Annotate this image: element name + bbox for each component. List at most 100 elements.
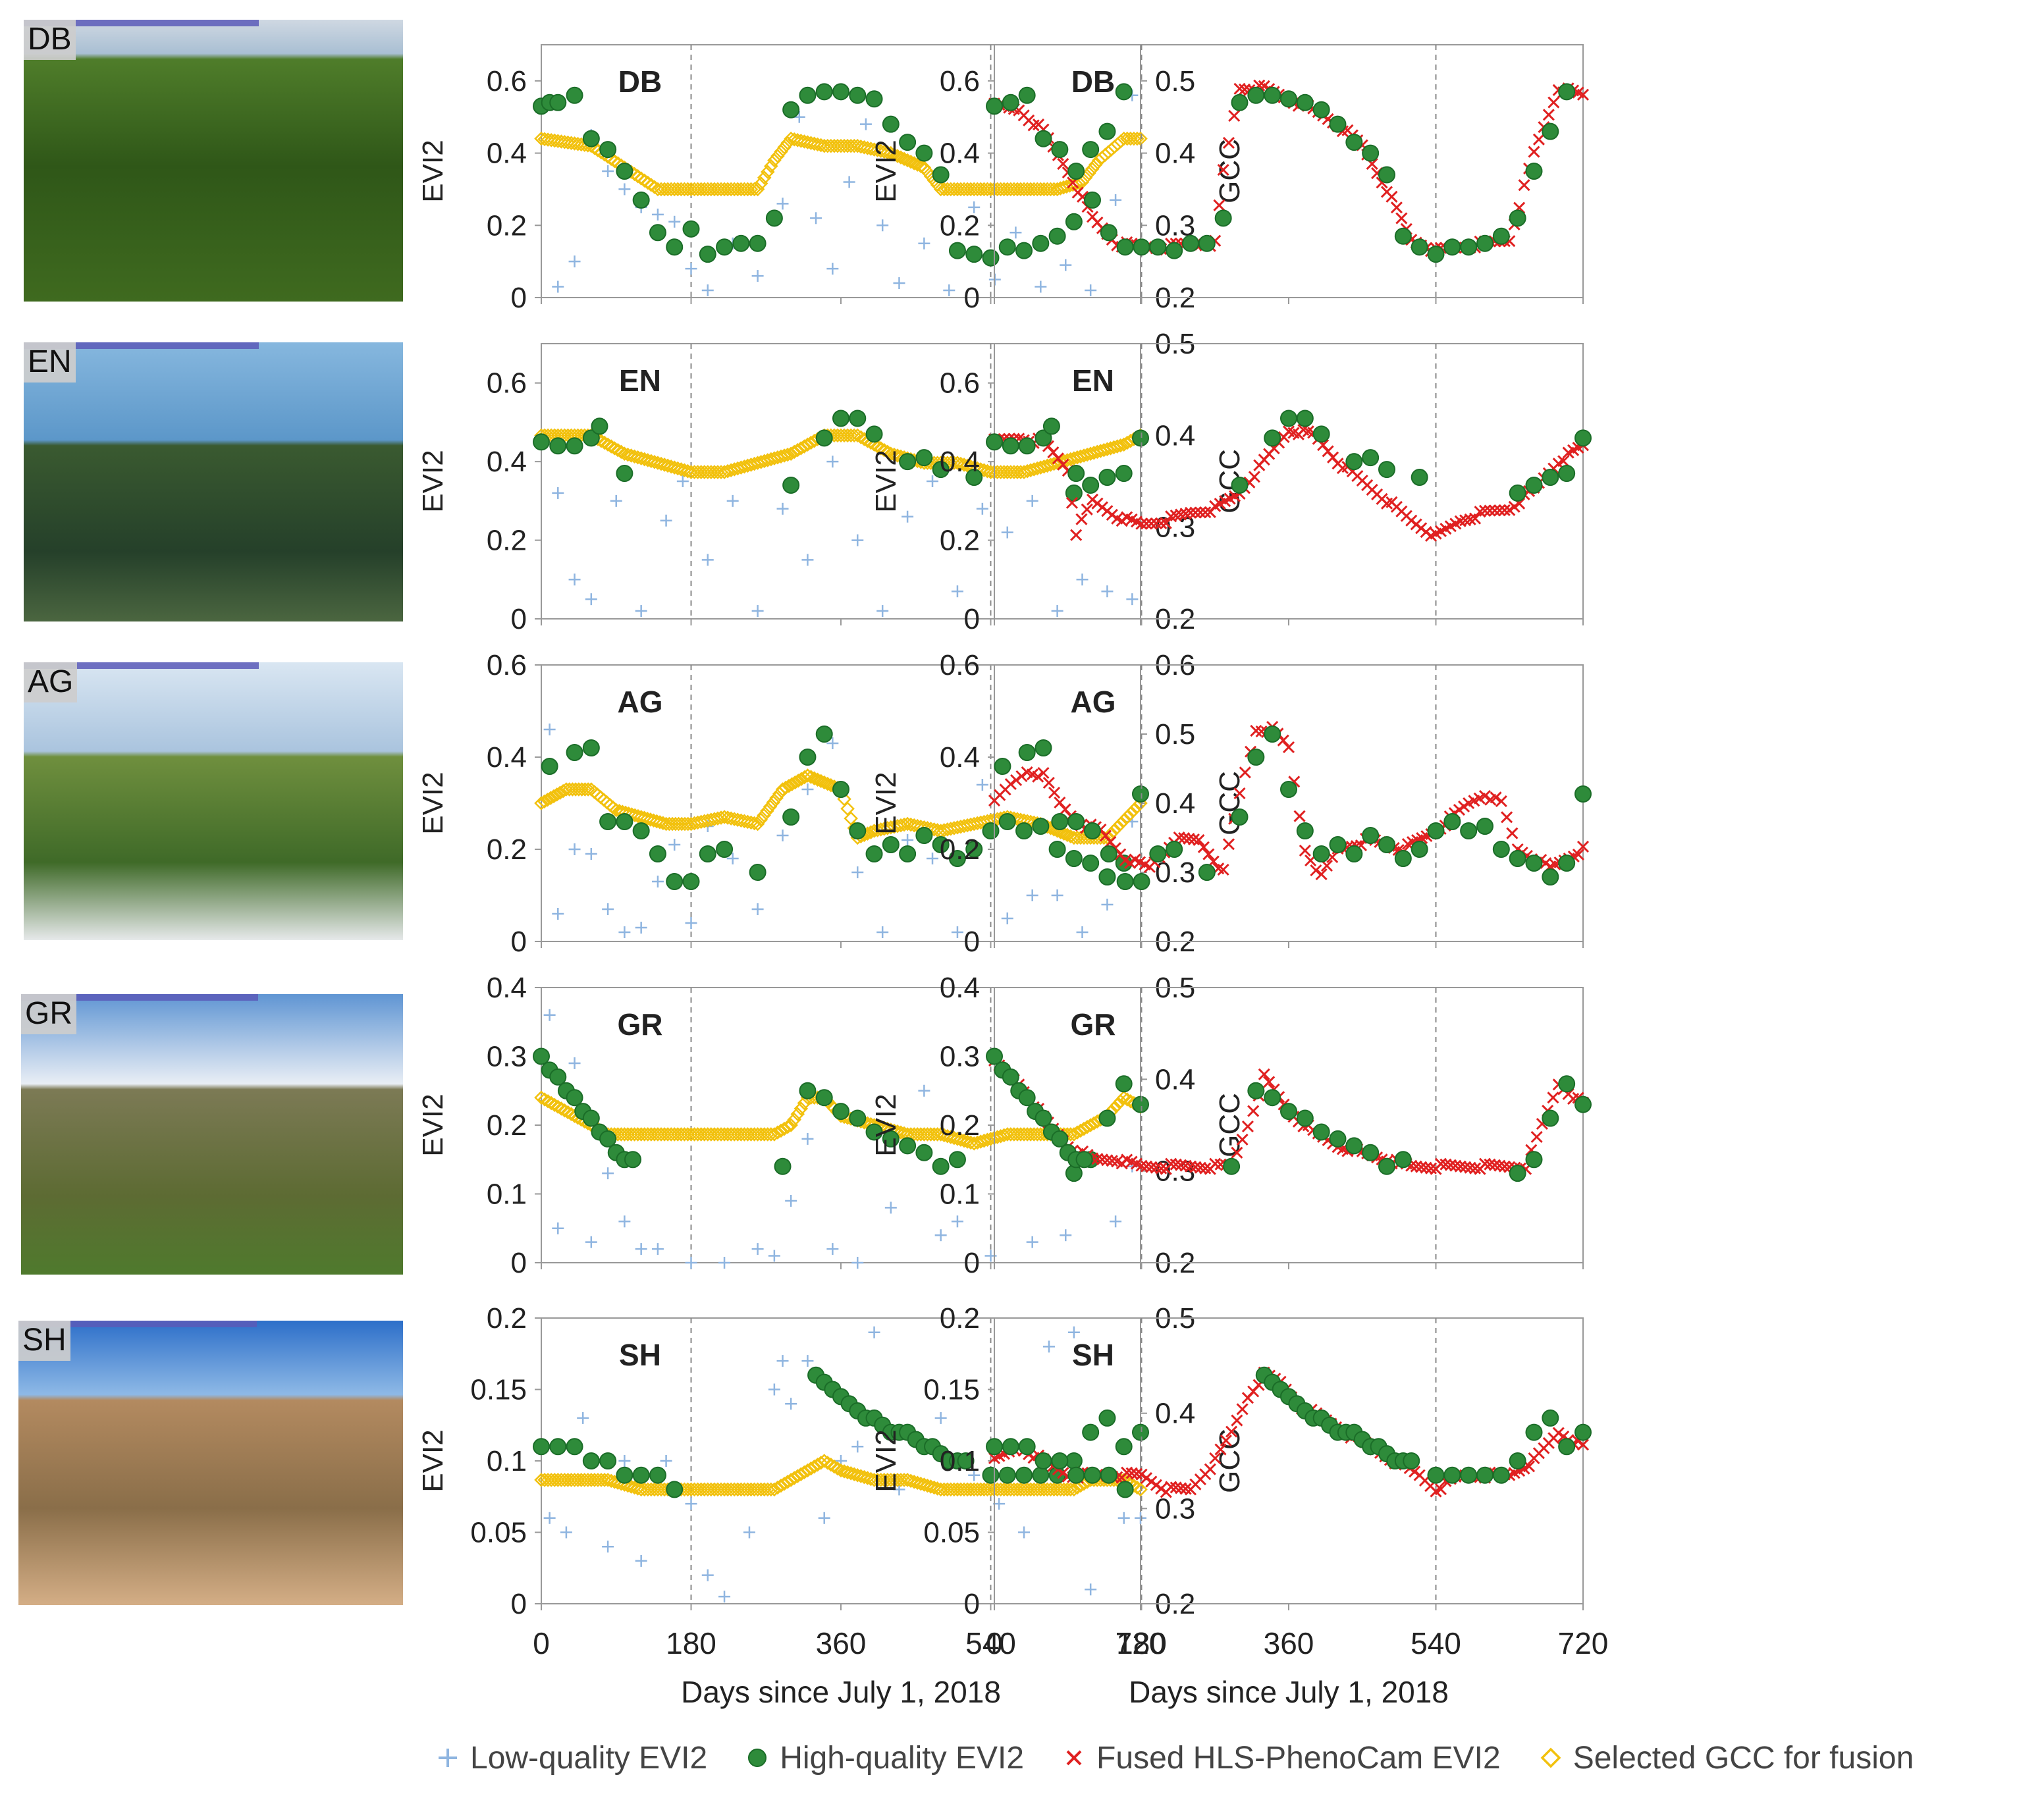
gcc-point xyxy=(711,182,725,197)
gcc-point xyxy=(876,442,892,458)
high-quality-point xyxy=(986,433,1003,451)
gcc-point xyxy=(1120,131,1135,146)
high-quality-point xyxy=(849,86,867,104)
fused-point xyxy=(1542,109,1555,121)
gcc-point xyxy=(1070,1480,1085,1495)
low-quality-point xyxy=(1076,926,1089,938)
plus-marker-icon xyxy=(439,1749,457,1767)
gcc-point xyxy=(787,444,801,460)
high-quality-point xyxy=(666,1481,684,1498)
gcc-point xyxy=(1017,182,1031,197)
gcc-point xyxy=(767,1482,782,1497)
gcc-point xyxy=(647,1482,662,1497)
low-quality-point xyxy=(893,277,905,290)
low-quality-point xyxy=(668,839,681,851)
gcc-point xyxy=(617,1127,632,1142)
high-quality-point xyxy=(1509,1452,1526,1469)
fused-point xyxy=(1222,838,1235,851)
high-quality-point xyxy=(1378,1157,1395,1175)
low-quality-point xyxy=(826,263,839,275)
gcc-point xyxy=(743,1482,759,1497)
high-quality-point xyxy=(1002,93,1019,111)
gcc-point xyxy=(897,817,911,832)
gcc-point xyxy=(894,818,908,833)
low-quality-point xyxy=(635,1243,647,1255)
gcc-point xyxy=(1113,816,1128,832)
gcc-point xyxy=(824,1458,838,1472)
gcc-point xyxy=(541,1473,555,1487)
y-tick-label: 0.2 xyxy=(487,209,527,242)
fused-point xyxy=(1239,766,1251,779)
gcc-point xyxy=(670,1127,686,1142)
high-quality-point xyxy=(1002,437,1019,455)
high-quality-point xyxy=(1542,1109,1559,1127)
gcc-point xyxy=(807,1459,822,1474)
gcc-point xyxy=(813,774,828,789)
high-quality-point xyxy=(1100,224,1117,242)
y-axis-label: EVI2 xyxy=(870,1429,902,1492)
low-quality-point xyxy=(701,284,714,297)
high-quality-point xyxy=(1525,1151,1543,1169)
gcc-point xyxy=(775,782,790,797)
high-quality-point xyxy=(1460,822,1478,839)
high-quality-point xyxy=(982,249,1000,267)
gcc-point xyxy=(927,1127,942,1142)
series-high-quality-evi2 xyxy=(994,726,1592,890)
gcc-point xyxy=(887,147,901,162)
high-quality-point xyxy=(1427,822,1445,839)
gcc-point xyxy=(564,1473,579,1487)
low-quality-point xyxy=(1051,889,1063,901)
high-quality-point xyxy=(1100,845,1117,862)
low-quality-point xyxy=(1101,585,1114,598)
low-quality-point xyxy=(826,737,839,749)
gcc-point xyxy=(724,1482,738,1497)
high-quality-point xyxy=(533,433,550,451)
fused-point xyxy=(1179,1483,1192,1495)
low-quality-point xyxy=(726,494,739,507)
low-quality-point xyxy=(1001,912,1013,924)
gcc-point xyxy=(770,1480,785,1495)
gcc-point xyxy=(614,444,629,460)
gcc-point xyxy=(551,1473,566,1487)
gcc-point xyxy=(850,428,865,443)
gcc-point xyxy=(704,465,718,479)
series-high-quality-evi2 xyxy=(986,1047,1592,1182)
gcc-point xyxy=(1007,1127,1021,1142)
y-tick-label: 0.4 xyxy=(940,741,980,774)
high-quality-point xyxy=(1378,836,1395,853)
y-tick-label: 0.15 xyxy=(470,1374,527,1406)
fused-point xyxy=(1075,513,1088,525)
gcc-point xyxy=(774,144,788,159)
gcc-point xyxy=(788,775,803,790)
gcc-point xyxy=(1063,1127,1078,1142)
high-quality-point xyxy=(882,1130,900,1148)
gcc-point xyxy=(697,1482,712,1497)
low-quality-point xyxy=(876,605,889,618)
gcc-point xyxy=(743,182,759,197)
low-quality-point xyxy=(776,502,789,515)
high-quality-point xyxy=(1476,1466,1493,1484)
low-quality-point xyxy=(635,605,647,618)
fused-point xyxy=(1493,1159,1506,1172)
fused-point xyxy=(1478,1157,1492,1170)
high-quality-point xyxy=(1280,409,1297,427)
x-axis-title: Days since July 1, 2018 xyxy=(681,1675,1001,1709)
gcc-point xyxy=(960,1482,975,1497)
low-quality-point xyxy=(602,1167,614,1180)
gcc-point xyxy=(707,182,722,197)
y-tick-label: 0.4 xyxy=(940,446,980,478)
gcc-point xyxy=(540,792,555,807)
high-quality-point xyxy=(1082,855,1100,872)
high-quality-point xyxy=(1403,1452,1420,1469)
gcc-point xyxy=(790,442,805,458)
low-quality-point xyxy=(893,1483,905,1496)
low-quality-point xyxy=(1110,194,1122,206)
gcc-point xyxy=(637,1127,652,1142)
gcc-point xyxy=(824,138,838,153)
high-quality-point xyxy=(1312,1123,1330,1141)
y-tick-label: 0.6 xyxy=(940,65,980,97)
high-quality-point xyxy=(932,461,950,479)
fused-point xyxy=(1081,503,1093,515)
gcc-point xyxy=(651,182,665,197)
gcc-point xyxy=(880,444,895,460)
